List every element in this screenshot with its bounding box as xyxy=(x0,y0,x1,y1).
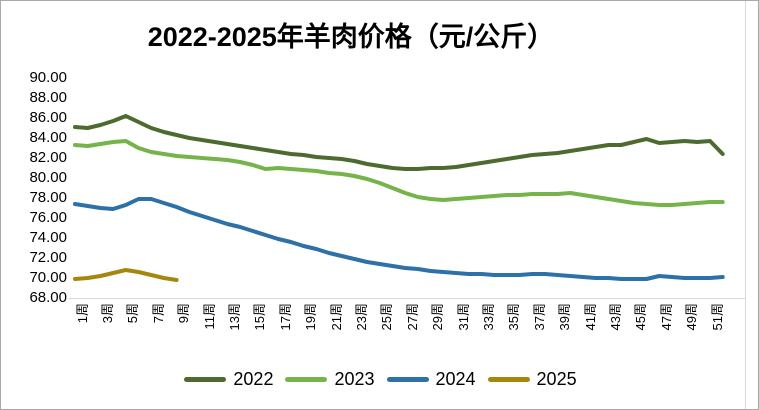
x-axis-tick-label: 29周 xyxy=(430,303,446,331)
y-axis-tick-label: 88.00 xyxy=(29,89,67,106)
legend-item-2023: 2023 xyxy=(285,368,375,390)
series-line-2023 xyxy=(73,139,725,207)
y-axis-tick-label: 70.00 xyxy=(29,269,67,286)
legend-marker xyxy=(386,376,429,382)
x-axis-tick-label: 49周 xyxy=(684,303,700,331)
y-axis-tick-label: 74.00 xyxy=(29,229,67,246)
legend-item-2025: 2025 xyxy=(487,368,577,390)
legend-label: 2022 xyxy=(233,368,274,389)
y-axis-tick-label: 72.00 xyxy=(29,249,67,266)
chart-title: 2022-2025年羊肉价格（元/公斤） xyxy=(147,22,555,52)
y-axis-tick-label: 76.00 xyxy=(29,209,67,226)
x-axis-tick-label: 51周 xyxy=(709,303,725,331)
x-axis-tick-label: 15周 xyxy=(252,303,268,331)
x-axis-tick-label: 17周 xyxy=(277,303,293,331)
x-axis-tick-label: 37周 xyxy=(531,303,547,331)
legend-item-2022: 2022 xyxy=(184,369,273,390)
legend-marker xyxy=(184,376,227,382)
x-axis-tick-label: 11周 xyxy=(201,303,217,330)
legend-marker xyxy=(487,376,530,382)
x-axis-tick-label: 43周 xyxy=(607,303,623,331)
x-axis-tick-label: 21周 xyxy=(328,303,344,331)
y-axis-tick-label: 84.00 xyxy=(29,129,67,146)
y-axis-tick-label: 78.00 xyxy=(29,189,67,206)
x-axis-tick-label: 45周 xyxy=(633,303,649,331)
x-axis-tick-label: 1周 xyxy=(74,303,90,324)
x-axis-tick-label: 27周 xyxy=(404,303,420,331)
x-axis-tick-label: 7周 xyxy=(150,303,166,324)
legend-marker xyxy=(285,376,328,382)
x-axis-tick-label: 13周 xyxy=(226,303,242,331)
x-axis-tick-label: 3周 xyxy=(99,303,115,324)
x-axis-tick-label: 19周 xyxy=(303,303,319,331)
y-axis-tick-label: 82.00 xyxy=(29,149,67,166)
x-axis-tick-label: 47周 xyxy=(658,303,674,331)
legend: 2022 2023 2024 2025 xyxy=(1,367,758,391)
y-axis-tick-label: 86.00 xyxy=(29,109,67,126)
x-axis-tick-label: 25周 xyxy=(379,303,395,331)
x-axis-tick-label: 33周 xyxy=(480,303,496,331)
x-axis-tick-label: 5周 xyxy=(125,303,141,324)
x-axis-tick-label: 41周 xyxy=(582,303,598,331)
x-axis-tick-label: 31周 xyxy=(455,303,471,331)
legend-label: 2024 xyxy=(435,368,476,389)
series-line-2022 xyxy=(73,114,725,171)
y-axis-tick-label: 90.00 xyxy=(29,69,67,86)
series-line-2024 xyxy=(73,197,725,281)
y-axis-tick-label: 80.00 xyxy=(29,169,67,186)
x-axis-tick-label: 9周 xyxy=(176,303,192,324)
x-axis-tick-label: 39周 xyxy=(557,303,573,331)
legend-label: 2023 xyxy=(334,368,375,389)
legend-item-2024: 2024 xyxy=(386,368,476,390)
x-axis-tick-label: 23周 xyxy=(353,303,369,331)
y-axis-tick-label: 68.00 xyxy=(29,289,67,306)
x-axis-tick-label: 35周 xyxy=(506,303,522,331)
series-line-2025 xyxy=(73,268,179,282)
legend-label: 2025 xyxy=(536,368,577,389)
